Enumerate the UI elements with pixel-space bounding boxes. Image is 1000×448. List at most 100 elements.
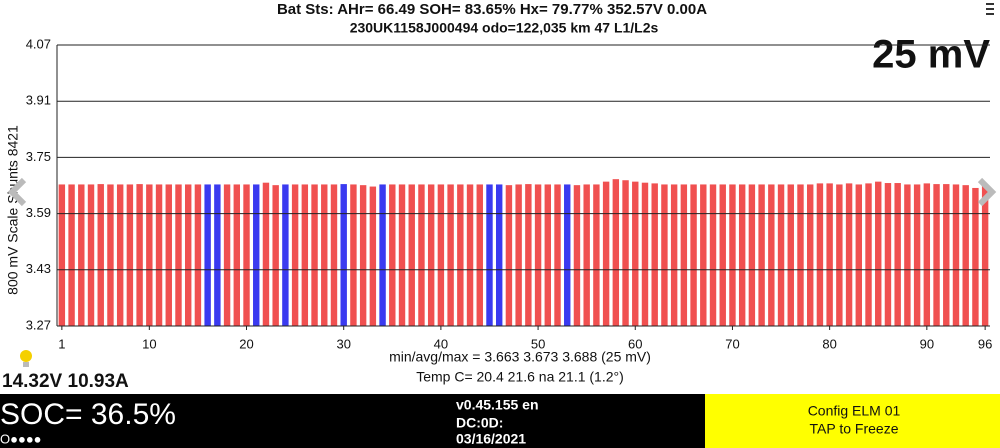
bar (554, 184, 561, 326)
y-tick-label: 3.75 (26, 149, 51, 164)
dots: O●●●● (0, 431, 42, 446)
bar (146, 184, 153, 326)
bar (165, 184, 172, 326)
bar (476, 184, 483, 326)
bar (816, 183, 824, 326)
bar (972, 187, 979, 326)
bar (359, 185, 367, 326)
bar (952, 184, 960, 326)
bar (311, 184, 318, 326)
y-tick-label: 3.27 (26, 317, 51, 332)
bar (748, 184, 756, 326)
dc: DC:0D: (456, 415, 503, 431)
bar (826, 183, 833, 326)
freeze-button[interactable] (705, 394, 1000, 448)
bar (709, 184, 717, 326)
bar (457, 184, 464, 326)
bar (486, 184, 493, 326)
temps: Temp C= 20.4 21.6 na 21.1 (1.2°) (416, 369, 624, 385)
bar (126, 184, 134, 326)
bar (272, 185, 279, 326)
bar (253, 184, 260, 326)
bar (632, 181, 639, 326)
x-tick-label: 30 (336, 336, 350, 351)
bar (534, 184, 542, 326)
bar (262, 182, 270, 326)
bar (97, 184, 104, 326)
stats: min/avg/max = 3.663 3.673 3.688 (25 mV) (389, 349, 651, 365)
bar (330, 184, 338, 326)
bar (340, 184, 347, 326)
bar (738, 184, 746, 326)
bar (797, 184, 804, 326)
freeze[interactable]: TAP to Freeze (810, 421, 899, 437)
y-tick-label: 3.59 (26, 205, 51, 220)
bar (68, 184, 75, 326)
bar (204, 184, 211, 326)
bulb-icon[interactable] (20, 350, 32, 367)
bar (194, 184, 202, 326)
bar (505, 185, 513, 326)
menu-icon[interactable] (986, 3, 994, 15)
bar (933, 184, 940, 326)
x-tick-label: 70 (725, 336, 739, 351)
bar (700, 184, 707, 326)
bar (466, 184, 474, 326)
bar (78, 184, 85, 326)
config[interactable]: Config ELM 01 (808, 403, 901, 419)
bar (962, 185, 969, 326)
bar (437, 184, 445, 326)
power: 14.32V 10.93A (2, 371, 129, 392)
bar (612, 179, 620, 326)
bar (282, 184, 289, 326)
bar (913, 184, 921, 326)
bar (223, 184, 231, 326)
bar (836, 184, 843, 326)
bar (301, 184, 309, 326)
bar (107, 184, 114, 326)
bar (525, 184, 532, 326)
bar (777, 184, 785, 326)
bar (350, 184, 357, 326)
next-arrow[interactable] (977, 177, 997, 207)
bar (758, 184, 765, 326)
bar (719, 184, 726, 326)
bar (641, 182, 649, 326)
bar (865, 183, 872, 326)
bar (884, 183, 892, 326)
x-tick-label: 10 (142, 336, 156, 351)
bar (447, 184, 454, 326)
bar (184, 184, 192, 326)
bar (729, 184, 736, 326)
bar (651, 183, 658, 326)
bar (544, 184, 552, 326)
x-tick-label: 90 (920, 336, 934, 351)
bar (408, 184, 415, 326)
bar (369, 186, 377, 326)
status-bar (0, 394, 705, 448)
bar (427, 184, 435, 326)
bar (855, 184, 863, 326)
bar (593, 184, 600, 326)
bar (418, 184, 425, 326)
x-tick-label: 40 (434, 336, 448, 351)
bar (233, 184, 241, 326)
subheader: 230UK1158J000494 odo=122,035 km 47 L1/L2… (350, 20, 659, 36)
x-tick-label: 60 (628, 336, 642, 351)
bar (670, 184, 678, 326)
bar (214, 184, 221, 326)
bar (690, 184, 697, 326)
bar (389, 184, 396, 326)
plot: 3.27 3.43 3.59 3.75 3.91 4.07 1 10 20 30 40 50 60 70 8… (26, 36, 993, 351)
scale-label: 25 mV (872, 33, 990, 77)
prev-arrow[interactable] (7, 177, 27, 207)
bar (243, 184, 250, 326)
bar (661, 184, 668, 326)
bar (573, 185, 581, 326)
x-tick-label: 80 (822, 336, 836, 351)
bar (923, 183, 931, 326)
bar (564, 184, 571, 326)
bar (136, 184, 143, 326)
bar (291, 184, 299, 326)
